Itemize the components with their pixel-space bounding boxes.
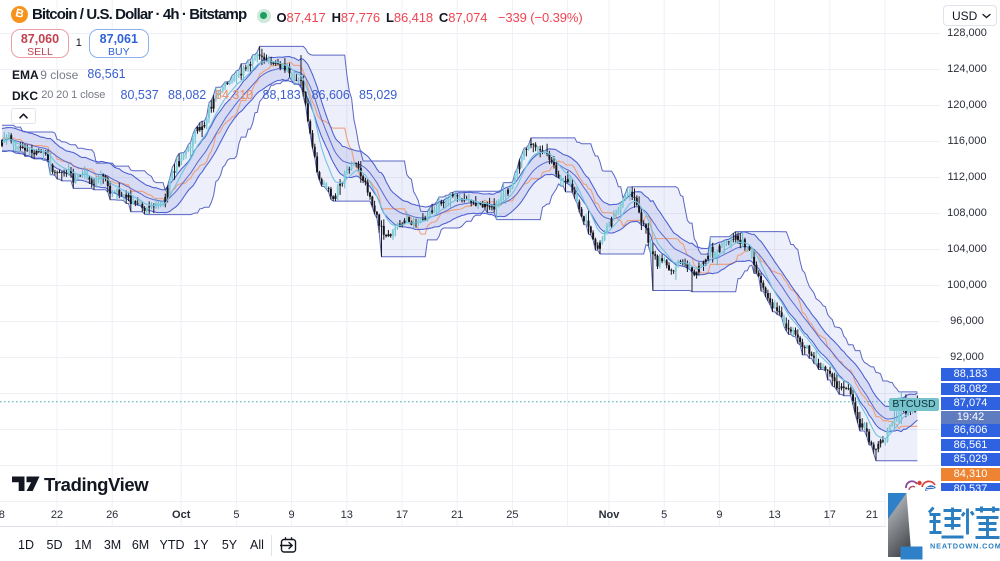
svg-text:NEATDOWN.COM: NEATDOWN.COM xyxy=(930,541,1000,550)
